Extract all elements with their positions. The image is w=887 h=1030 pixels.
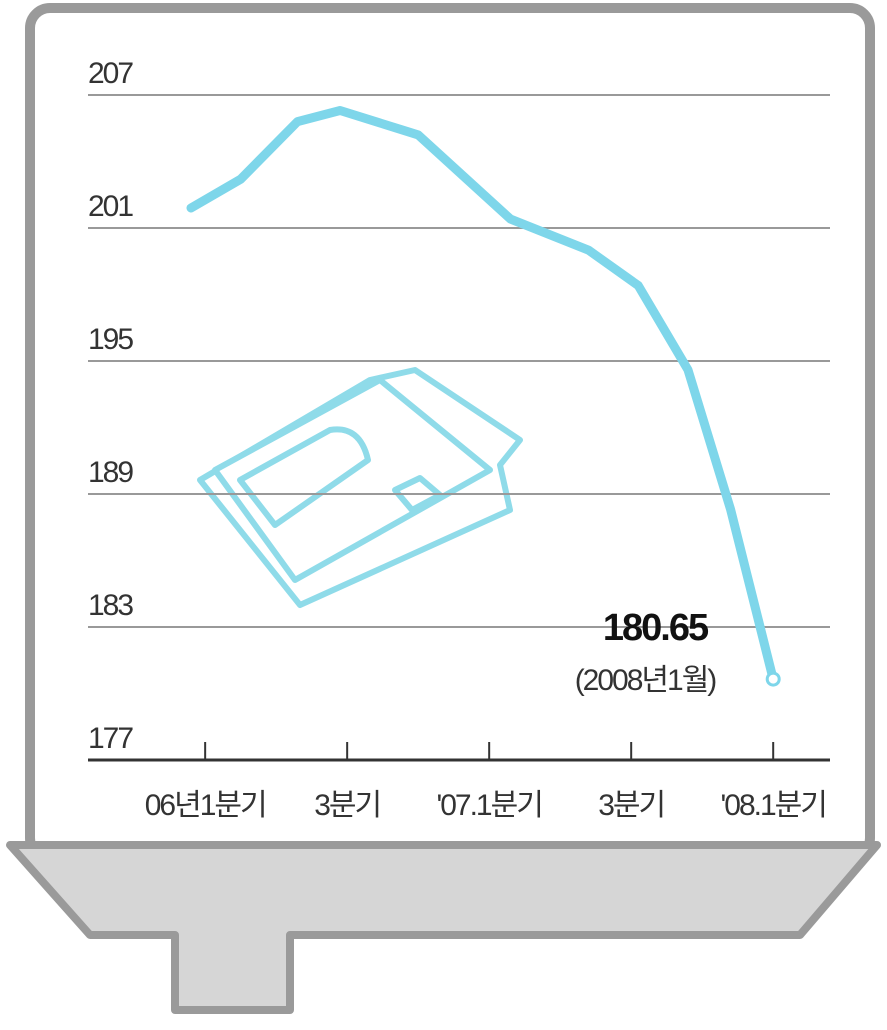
x-tick-label: 3분기 [598, 789, 664, 822]
y-tick-label: 201 [88, 190, 133, 223]
card-icon [197, 367, 523, 608]
x-tick-label: 06년1분기 [145, 789, 266, 822]
end-point [765, 671, 781, 687]
x-tick-label: 3분기 [314, 789, 380, 822]
y-tick-label: 195 [88, 323, 133, 356]
y-tick-label: 183 [88, 589, 133, 622]
x-tick-label: '08.1분기 [721, 789, 826, 822]
y-tick-label: 189 [88, 456, 133, 489]
x-tick-label: '07.1분기 [437, 789, 542, 822]
data-label: 180.65 [603, 607, 709, 649]
y-tick-label: 177 [88, 722, 133, 755]
tray [6, 841, 881, 1014]
y-tick-label: 207 [88, 57, 133, 90]
annotation: (2008년1월) [575, 664, 717, 697]
line [186, 106, 778, 684]
